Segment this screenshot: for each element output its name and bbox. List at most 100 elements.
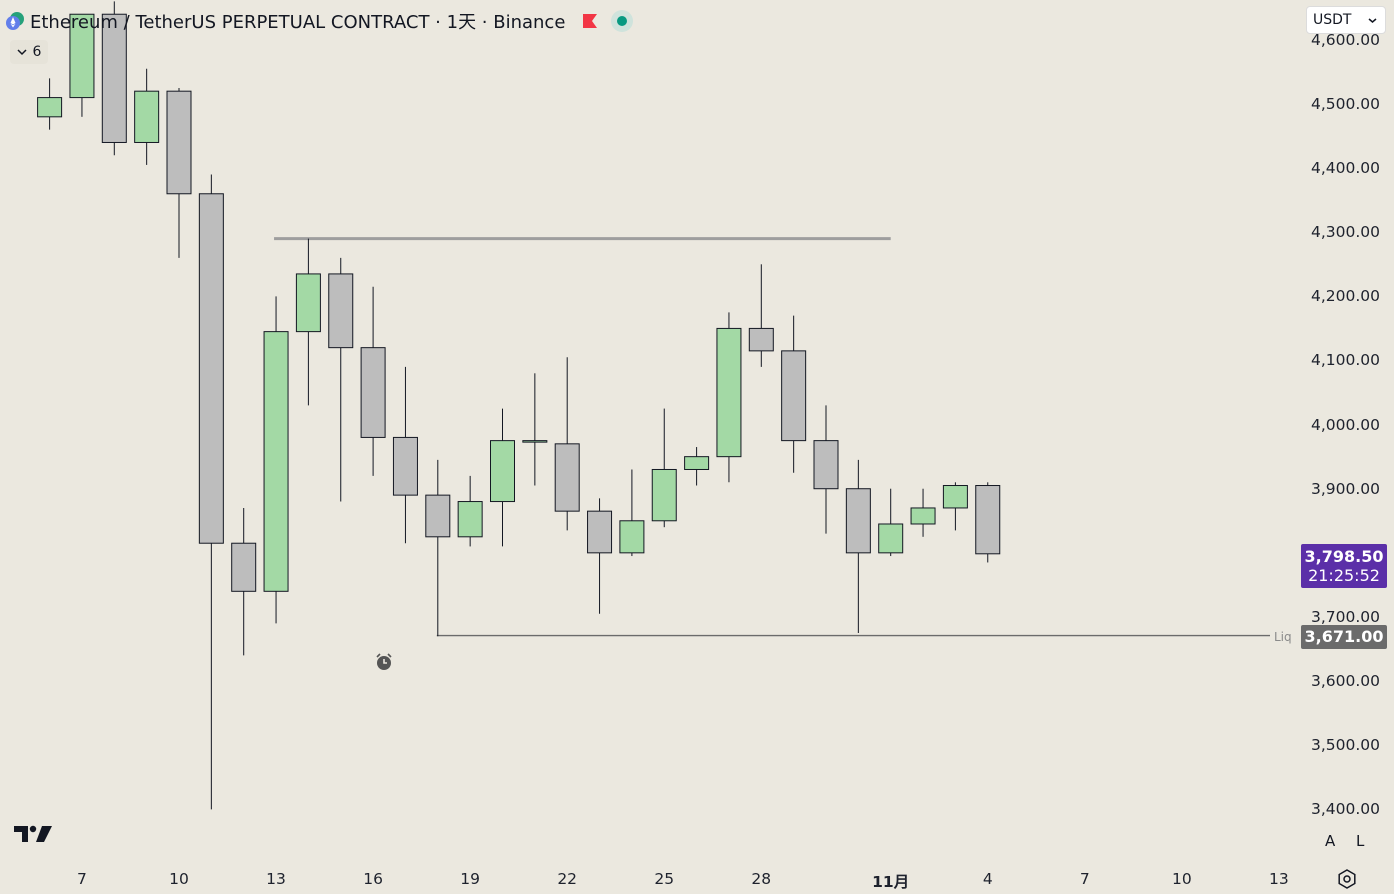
chevron-down-icon: [17, 49, 27, 56]
candle: [101, 1, 127, 156]
candle-body-up: [651, 468, 677, 522]
time-tick-label: 10: [169, 870, 189, 888]
candle-body-down: [845, 488, 871, 554]
price-tick-label: 4,400.00: [1310, 159, 1380, 178]
price-tick-label: 3,600.00: [1310, 672, 1380, 691]
price-tick-label: 4,000.00: [1310, 415, 1380, 434]
time-tick-label: 7: [1079, 870, 1090, 888]
price-tick-label: 4,100.00: [1310, 351, 1380, 370]
candle: [522, 373, 548, 486]
time-tick-label: 16: [363, 870, 383, 888]
candle: [845, 459, 871, 633]
candle: [490, 408, 515, 547]
candlestick-chart[interactable]: [0, 0, 1300, 858]
time-tick-label: 25: [654, 870, 675, 888]
time-axis[interactable]: 7 10 13 16 19 22 25 28 11月 4 7 10 13: [0, 858, 1394, 894]
candle-body-up: [134, 90, 160, 143]
candle-body-up: [910, 507, 936, 525]
tradingview-logo-icon[interactable]: [12, 822, 54, 848]
currency-select[interactable]: USDT: [1306, 6, 1386, 34]
candle-body-down: [587, 510, 613, 554]
price-tick-label: 4,500.00: [1310, 95, 1380, 113]
time-tick-label: 13: [1269, 870, 1289, 888]
candle-body-down: [425, 494, 451, 538]
price-tick-label: 3,900.00: [1310, 479, 1380, 498]
alarm-clock-icon[interactable]: [374, 652, 394, 676]
candle-body-up: [263, 331, 289, 592]
candle-body-up: [69, 13, 95, 99]
time-tick-label: 28: [751, 870, 772, 888]
candle: [328, 257, 354, 502]
candle: [619, 469, 645, 557]
price-tick-label: 4,200.00: [1310, 287, 1380, 306]
price-tick-label: 4,300.00: [1310, 223, 1380, 242]
candle-body-down: [198, 193, 224, 544]
ethereum-tether-coin-icon: [6, 12, 24, 30]
candle-body-down: [166, 90, 192, 195]
candle: [554, 357, 580, 531]
candle: [942, 482, 968, 531]
symbol-title-bar[interactable]: Ethereum / TetherUS PERPETUAL CONTRACT ·…: [6, 8, 634, 34]
candle-body-up: [522, 440, 548, 443]
candle: [69, 13, 95, 117]
log-scale-button[interactable]: L: [1356, 832, 1365, 850]
candle: [813, 405, 839, 534]
candle: [295, 238, 321, 406]
current-price-label: 3,798.50 21:25:52: [1301, 544, 1387, 588]
time-tick-label: 22: [557, 870, 578, 888]
time-tick-label: 4: [982, 870, 993, 888]
chevron-down-icon: [1368, 17, 1377, 23]
candle-body-down: [781, 350, 807, 442]
candle: [716, 312, 742, 483]
candle: [587, 498, 613, 614]
candle: [781, 315, 807, 473]
candle-body-down: [101, 13, 127, 143]
candle-body-up: [295, 273, 321, 333]
symbol-title[interactable]: Ethereum / TetherUS PERPETUAL CONTRACT ·…: [30, 12, 566, 33]
candle-body-up: [490, 440, 515, 503]
candle-body-down: [813, 440, 839, 490]
candle-body-up: [716, 327, 742, 458]
candle-body-up: [619, 520, 645, 554]
price-axis[interactable]: 4,600.00 4,500.00 4,400.00 4,300.00 4,200.00…: [1300, 0, 1394, 858]
candle: [878, 488, 904, 557]
indicators-collapse-button[interactable]: 6: [10, 40, 48, 64]
candle: [37, 78, 63, 130]
candle-body-up: [878, 523, 904, 554]
candle-body-up: [37, 97, 63, 118]
candle: [748, 264, 774, 367]
candle-body-up: [942, 485, 968, 509]
candle: [975, 482, 1001, 563]
candle: [134, 68, 160, 165]
liq-line-label: Liq: [1274, 630, 1292, 644]
settings-icon[interactable]: [1336, 868, 1358, 894]
indicators-count: 6: [32, 44, 42, 60]
time-tick-label: 7: [77, 870, 87, 888]
bar-countdown: 21:25:52: [1308, 566, 1380, 585]
price-tick-label: 3,400.00: [1310, 800, 1380, 819]
time-tick-label: 13: [266, 870, 286, 888]
candle: [425, 459, 451, 637]
candle: [263, 296, 289, 624]
time-tick-label: 11月: [872, 873, 910, 891]
chart-area[interactable]: [0, 0, 1300, 858]
candle: [231, 507, 257, 656]
candle: [651, 408, 677, 528]
candle-body-down: [554, 443, 580, 512]
flag-icon[interactable]: [581, 12, 599, 30]
candle-body-down: [748, 327, 774, 352]
candle: [166, 87, 192, 258]
price-tick-label: 4,600.00: [1310, 30, 1380, 49]
price-tick-label: 3,500.00: [1310, 736, 1380, 755]
market-status-dot-icon[interactable]: [611, 10, 634, 32]
candle-body-down: [231, 542, 257, 592]
liq-price-label: 3,671.00: [1301, 625, 1387, 649]
candle: [198, 174, 224, 810]
currency-value: USDT: [1313, 12, 1352, 28]
candle: [360, 286, 386, 476]
candle-body-down: [392, 436, 418, 496]
candle: [684, 447, 710, 486]
time-tick-label: 10: [1171, 870, 1192, 888]
candle-body-down: [360, 347, 386, 438]
auto-scale-button[interactable]: A: [1325, 832, 1336, 850]
